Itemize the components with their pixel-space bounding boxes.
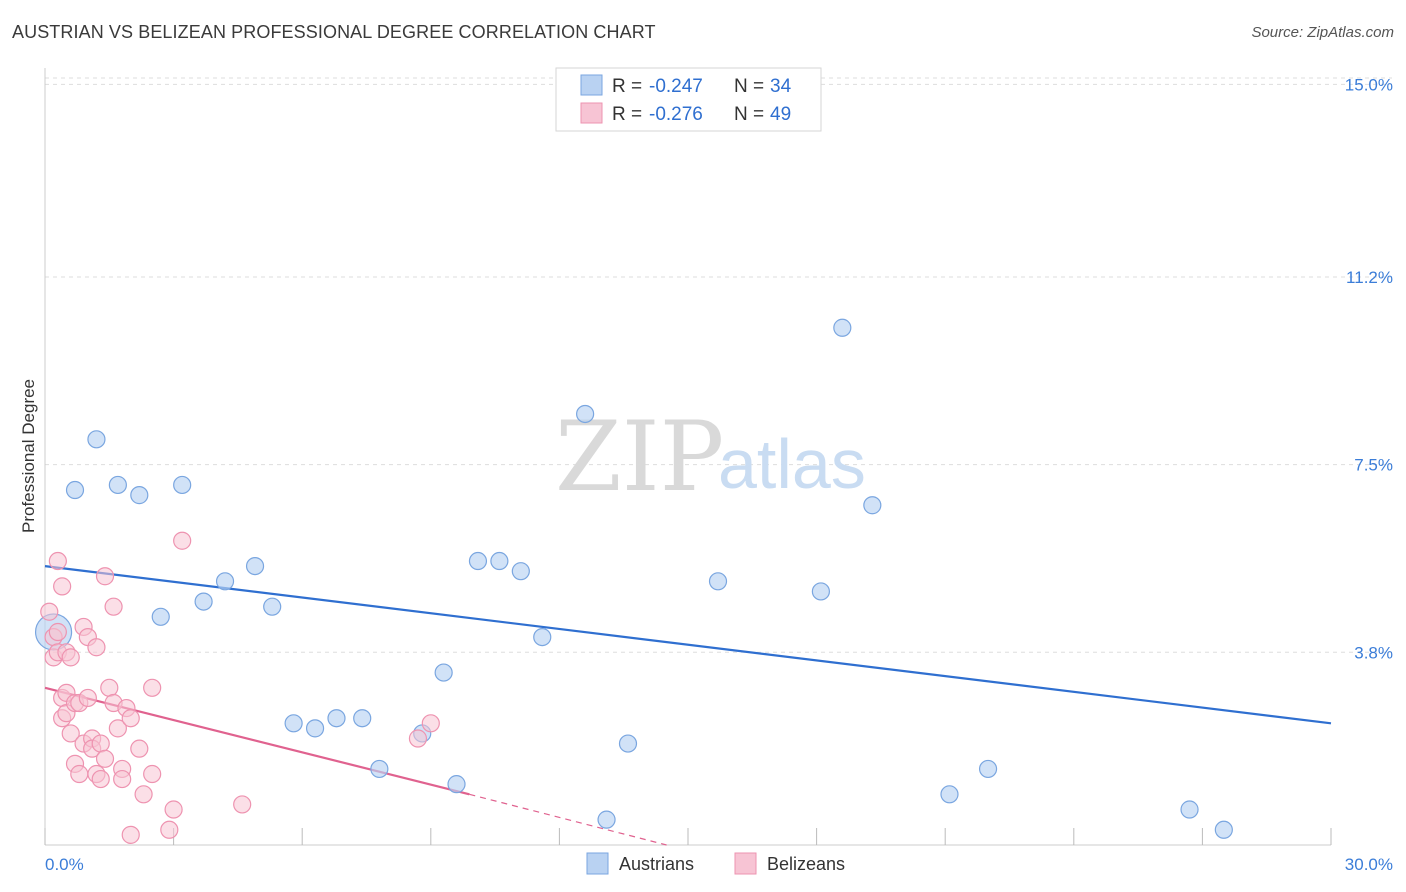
belizeans-point [108, 719, 127, 738]
belizeans-point [70, 764, 89, 784]
belizeans-point [61, 724, 80, 743]
chart-title: AUSTRIAN VS BELIZEAN PROFESSIONAL DEGREE… [12, 22, 656, 42]
belizeans-point [143, 764, 162, 784]
y-tick-label: 3.8% [1354, 643, 1393, 662]
x-tick-label: 0.0% [45, 855, 84, 874]
belizeans-point [233, 795, 252, 814]
austrians-point [245, 556, 265, 576]
austrians-point [353, 709, 372, 728]
austrians-point [940, 785, 959, 804]
tick-labels: 3.8% 7.5% 11.2% 15.0% 0.0% 30.0% [45, 75, 1393, 874]
austrians-point [305, 719, 325, 738]
belizeans-point [48, 622, 67, 642]
austrians-point [263, 597, 282, 616]
austrians-point [194, 592, 213, 611]
austrians-point [533, 627, 552, 647]
belizeans-point [53, 577, 72, 596]
belizeans-points [40, 531, 440, 844]
bottom-legend-label-austrians: Austrians [619, 854, 694, 874]
austrians-point [447, 775, 466, 794]
austrians-point [863, 496, 882, 515]
austrians-point [511, 562, 530, 581]
austrians-point [130, 486, 149, 505]
austrians-point [151, 607, 170, 626]
belizeans-point [121, 709, 140, 728]
belizeans-point [173, 531, 192, 550]
y-tick-label: 7.5% [1354, 456, 1393, 475]
austrians-points [34, 105, 1233, 839]
austrians-point [87, 430, 106, 449]
belizeans-point [160, 820, 179, 839]
belizeans-point [164, 800, 183, 819]
belizeans-point [95, 749, 115, 768]
austrians-point [370, 759, 389, 779]
belizeans-point [134, 785, 153, 804]
austrians-point [576, 404, 595, 424]
legend-swatch-belizeans [580, 102, 603, 124]
belizeans-point [87, 638, 106, 657]
austrians-point [108, 475, 127, 495]
legend-n-label-austrians: N = [734, 76, 764, 97]
belizeans-point [121, 825, 140, 844]
austrians-point [434, 663, 453, 682]
austrians-point [1180, 800, 1199, 819]
austrians-point [65, 480, 85, 500]
trend-line-austrians [44, 565, 1332, 725]
belizeans-point [104, 597, 123, 616]
trend-line-belizeans-extension [469, 793, 667, 846]
chart-source: Source: ZipAtlas.com [1251, 24, 1394, 41]
legend-r-value-austrians: -0.247 [649, 76, 703, 97]
belizeans-point [113, 769, 132, 789]
series-legend: Austrians Belizeans [586, 852, 845, 875]
legend-r-label-austrians: R = [612, 76, 642, 97]
belizeans-point [100, 678, 119, 697]
belizeans-point [95, 567, 115, 586]
austrians-point [1214, 820, 1233, 839]
x-tick-label: 30.0% [1345, 855, 1393, 874]
legend-n-value-belizeans: 49 [770, 104, 791, 125]
belizeans-point [91, 769, 110, 789]
austrians-point [597, 810, 616, 829]
legend-swatch-austrians [580, 74, 603, 96]
belizeans-point [143, 678, 162, 697]
belizeans-point [48, 551, 67, 571]
axes [44, 68, 1332, 846]
austrians-point [215, 572, 235, 591]
austrians-point [978, 759, 998, 779]
austrians-point [708, 572, 728, 591]
austrians-point [490, 551, 509, 571]
austrians-point [833, 318, 852, 337]
bottom-legend-swatch-austrians [586, 852, 609, 875]
belizeans-point [78, 688, 97, 708]
legend-n-value-austrians: 34 [770, 76, 792, 97]
y-tick-label: 11.2% [1346, 268, 1393, 287]
austrians-point [284, 714, 303, 733]
austrians-point [811, 582, 830, 601]
bottom-legend-label-belizeans: Belizeans [767, 854, 845, 874]
correlation-legend: R = -0.247 N = 34 R = -0.276 N = 49 [555, 67, 822, 132]
y-axis-title: Professional Degree [19, 379, 38, 533]
belizeans-point [61, 648, 80, 667]
legend-n-label-belizeans: N = [734, 104, 764, 125]
belizeans-point [408, 729, 428, 748]
austrians-point [173, 475, 192, 495]
austrians-point [468, 551, 488, 571]
legend-r-label-belizeans: R = [612, 104, 642, 125]
legend-r-value-belizeans: -0.276 [649, 104, 703, 125]
belizeans-point [91, 734, 110, 753]
austrians-point [618, 734, 638, 753]
bottom-legend-swatch-belizeans [734, 852, 757, 875]
belizeans-point [40, 602, 59, 621]
austrians-point [327, 709, 346, 728]
watermark-atlas: atlas [718, 425, 866, 503]
y-tick-label: 15.0% [1345, 75, 1393, 94]
belizeans-point [130, 739, 149, 758]
belizeans-point [421, 714, 440, 733]
